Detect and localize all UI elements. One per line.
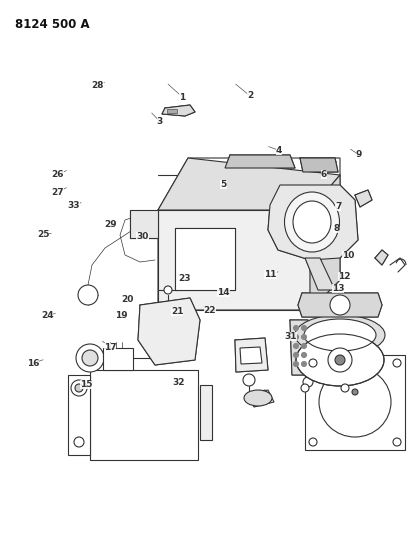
- Text: 17: 17: [103, 343, 116, 352]
- Polygon shape: [138, 298, 200, 365]
- Circle shape: [164, 286, 172, 294]
- Text: 10: 10: [342, 252, 354, 260]
- Polygon shape: [267, 185, 357, 260]
- Polygon shape: [239, 347, 261, 364]
- Text: 11: 11: [264, 270, 276, 279]
- Polygon shape: [157, 158, 339, 210]
- Polygon shape: [130, 210, 157, 238]
- Text: 32: 32: [172, 378, 184, 387]
- Circle shape: [300, 384, 308, 392]
- Text: 29: 29: [104, 221, 117, 229]
- Ellipse shape: [243, 390, 271, 406]
- Circle shape: [293, 326, 298, 330]
- Circle shape: [301, 361, 306, 367]
- Polygon shape: [354, 190, 371, 207]
- Polygon shape: [225, 155, 294, 168]
- Ellipse shape: [294, 315, 384, 355]
- Text: 31: 31: [284, 333, 297, 341]
- Text: 28: 28: [91, 81, 103, 90]
- Polygon shape: [247, 390, 271, 406]
- Text: 19: 19: [115, 311, 127, 320]
- Polygon shape: [175, 228, 234, 290]
- Text: 13: 13: [331, 285, 344, 293]
- Circle shape: [74, 437, 84, 447]
- Circle shape: [308, 438, 316, 446]
- Polygon shape: [234, 338, 267, 372]
- Circle shape: [301, 352, 306, 358]
- Text: 7: 7: [334, 203, 341, 211]
- Polygon shape: [317, 370, 334, 384]
- Circle shape: [78, 285, 98, 305]
- Circle shape: [334, 355, 344, 365]
- Text: 20: 20: [121, 295, 133, 304]
- Text: 25: 25: [37, 230, 49, 239]
- Text: 3: 3: [156, 117, 163, 126]
- Text: 8124 500 A: 8124 500 A: [15, 18, 90, 31]
- Circle shape: [293, 343, 298, 349]
- Circle shape: [340, 384, 348, 392]
- Bar: [68, 375, 90, 455]
- Circle shape: [329, 295, 349, 315]
- Text: 9: 9: [355, 150, 361, 159]
- Text: 1: 1: [179, 93, 185, 101]
- Circle shape: [392, 438, 400, 446]
- Circle shape: [82, 350, 98, 366]
- Polygon shape: [297, 293, 381, 317]
- Bar: [90, 370, 198, 460]
- Text: 22: 22: [203, 306, 216, 314]
- Circle shape: [293, 352, 298, 358]
- Polygon shape: [374, 250, 387, 265]
- Circle shape: [302, 377, 312, 387]
- Bar: [103, 348, 133, 370]
- Text: 5: 5: [220, 180, 226, 189]
- Text: 12: 12: [337, 272, 350, 280]
- Polygon shape: [304, 258, 334, 290]
- Circle shape: [293, 335, 298, 340]
- Text: 21: 21: [171, 307, 183, 316]
- Circle shape: [293, 361, 298, 367]
- Bar: [166, 109, 177, 113]
- Text: 2: 2: [246, 92, 253, 100]
- Circle shape: [301, 326, 306, 330]
- Text: 4: 4: [275, 146, 281, 155]
- Text: 24: 24: [41, 311, 53, 320]
- Polygon shape: [299, 158, 337, 172]
- Bar: [304, 355, 404, 450]
- Ellipse shape: [303, 319, 375, 351]
- Circle shape: [71, 380, 87, 396]
- Polygon shape: [162, 105, 195, 116]
- Polygon shape: [289, 320, 309, 375]
- Text: 27: 27: [51, 189, 63, 197]
- Circle shape: [301, 343, 306, 349]
- Circle shape: [301, 335, 306, 340]
- Text: 23: 23: [178, 274, 190, 282]
- Circle shape: [351, 389, 357, 395]
- Circle shape: [76, 344, 104, 372]
- Text: 14: 14: [217, 288, 229, 296]
- Polygon shape: [157, 210, 309, 310]
- Circle shape: [75, 384, 83, 392]
- Ellipse shape: [318, 367, 390, 437]
- Circle shape: [327, 348, 351, 372]
- Ellipse shape: [292, 201, 330, 243]
- Circle shape: [392, 359, 400, 367]
- Text: 26: 26: [51, 171, 63, 179]
- Text: 30: 30: [136, 232, 148, 241]
- Polygon shape: [309, 175, 339, 310]
- Circle shape: [308, 359, 316, 367]
- Text: 15: 15: [80, 381, 92, 389]
- Text: 33: 33: [67, 201, 80, 210]
- Text: 6: 6: [320, 171, 326, 179]
- Text: 16: 16: [27, 359, 39, 368]
- Bar: [200, 385, 211, 440]
- Circle shape: [243, 374, 254, 386]
- Ellipse shape: [295, 334, 383, 386]
- Ellipse shape: [284, 192, 339, 252]
- Text: 8: 8: [332, 224, 339, 232]
